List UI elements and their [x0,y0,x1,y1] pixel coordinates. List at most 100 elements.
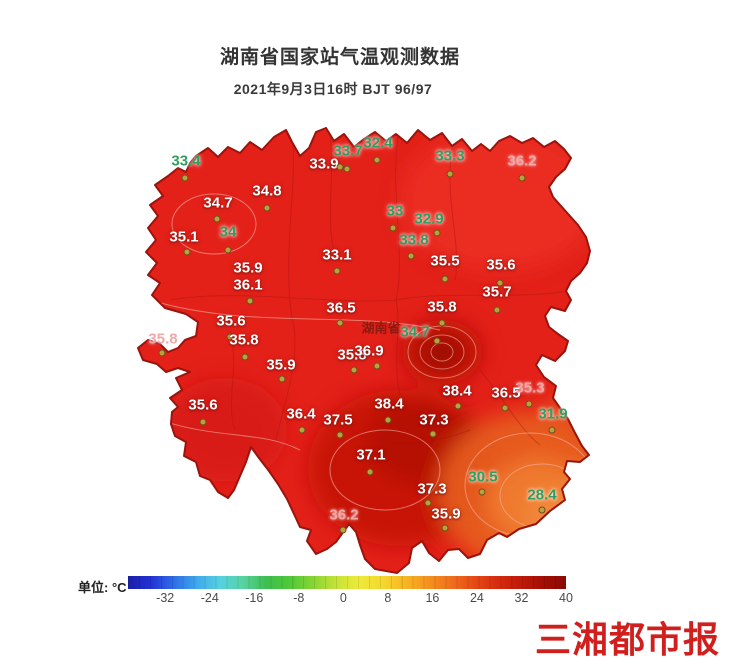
station-temp-label: 34.7 [400,323,430,341]
station-dot [518,174,526,182]
colorbar-tick-label: 8 [384,591,392,605]
colorbar-tick-label: 40 [559,591,573,605]
colorbar-tick-label: -24 [200,591,219,605]
station-temp-label: 35.5 [430,252,460,270]
colorbar-segments [128,576,566,589]
colorbar-tick-label: 0 [339,591,347,605]
station-dot [226,333,234,341]
station-dot [343,165,351,173]
colorbar-tick-label: -32 [156,591,175,605]
station-dot [441,524,449,532]
station-dot [424,499,432,507]
station-dot [241,353,249,361]
station-dot [501,404,509,412]
station-dot [454,402,462,410]
station-dot [441,275,449,283]
station-dot [333,267,341,275]
station-temp-label: 37.5 [323,411,353,429]
station-temp-label: 35.8 [337,346,367,364]
station-temp-label: 36.9 [354,342,384,360]
station-dot [446,170,454,178]
station-dot [548,426,556,434]
station-dot [389,224,397,232]
station-temp-label: 37.1 [356,446,386,464]
station-temp-label: 35.7 [482,283,512,301]
station-temp-label: 28.4 [527,486,557,504]
station-temp-label: 33.4 [171,152,201,170]
station-dot [429,430,437,438]
station-dot [478,488,486,496]
station-temp-label: 34 [219,223,237,241]
station-temp-label: 36.5 [491,384,521,402]
county-boundaries [169,131,567,446]
station-dot [336,163,344,171]
province-border [137,127,591,574]
station-temp-label: 36.1 [233,276,263,294]
page-subtitle: 2021年9月3日16时 BJT 96/97 [233,81,433,97]
station-temp-label: 35.6 [188,396,218,414]
station-temp-label: 30.5 [468,468,498,486]
station-dot [373,156,381,164]
station-temp-label: 32.9 [414,210,444,228]
station-dot [350,366,358,374]
station-temp-label: 34.8 [252,182,282,200]
station-dot [246,297,254,305]
province-name-label: 湖南省 [361,320,401,336]
station-dot [373,362,381,370]
station-dot [278,375,286,383]
station-temp-label: 33.7 [333,142,363,160]
station-temp-label: 34.7 [203,194,233,212]
station-temp-label: 31.9 [538,405,568,423]
station-dot [384,416,392,424]
colorbar-tick-label: -16 [245,591,264,605]
station-dot [493,306,501,314]
station-dot [538,506,546,514]
station-dot [525,400,533,408]
station-temp-label: 36.2 [507,152,537,170]
station-dot [366,468,374,476]
station-dot [336,319,344,327]
station-temp-label: 38.4 [442,382,472,400]
station-temp-label: 37.3 [417,480,447,498]
station-temp-label: 36.2 [329,506,359,524]
station-dot [158,349,166,357]
colorbar-ticks: -32 -24 -16 -8 0 8 16 24 32 40 [128,591,573,607]
station-temp-label: 35.9 [431,505,461,523]
station-dot [181,174,189,182]
colorbar-tick-label: -8 [293,591,305,605]
station-dot [298,426,306,434]
contour-lines [149,193,590,538]
colorbar: 单位: °C -32 -24 -16 -8 0 8 16 24 32 40 [0,570,744,615]
station-dot [213,215,221,223]
station-temp-label: 33.3 [435,147,465,165]
station-temp-label: 35.6 [216,312,246,330]
colorbar-unit-label: 单位: °C [78,580,127,595]
station-dot [336,431,344,439]
watermark-sanxiang-metropolis-daily: 三湘都市报 [534,619,720,660]
station-temp-label: 35.3 [515,379,545,397]
station-dot [183,248,191,256]
colorbar-tick-label: 24 [469,591,484,605]
colorbar-tick-label: 16 [425,591,440,605]
station-dot [496,279,504,287]
station-temp-label: 32.4 [363,134,393,152]
station-temp-label: 36.5 [326,299,356,317]
station-temp-label: 37.3 [419,411,449,429]
station-temp-label: 33 [386,202,404,220]
page-title: 湖南省国家站气温观测数据 [219,47,460,68]
station-temp-label: 33.1 [322,246,352,264]
station-dot [199,418,207,426]
station-temp-label: 35.8 [148,330,178,348]
station-dot [433,337,441,345]
station-dot [433,229,441,237]
station-dot [438,319,446,327]
colorbar-tick-label: 32 [514,591,529,605]
colorbar-gradient [128,576,566,589]
station-dot [407,252,415,260]
station-dot [339,526,347,534]
station-temp-label: 35.9 [233,259,263,277]
station-temp-label: 35.6 [486,256,516,274]
